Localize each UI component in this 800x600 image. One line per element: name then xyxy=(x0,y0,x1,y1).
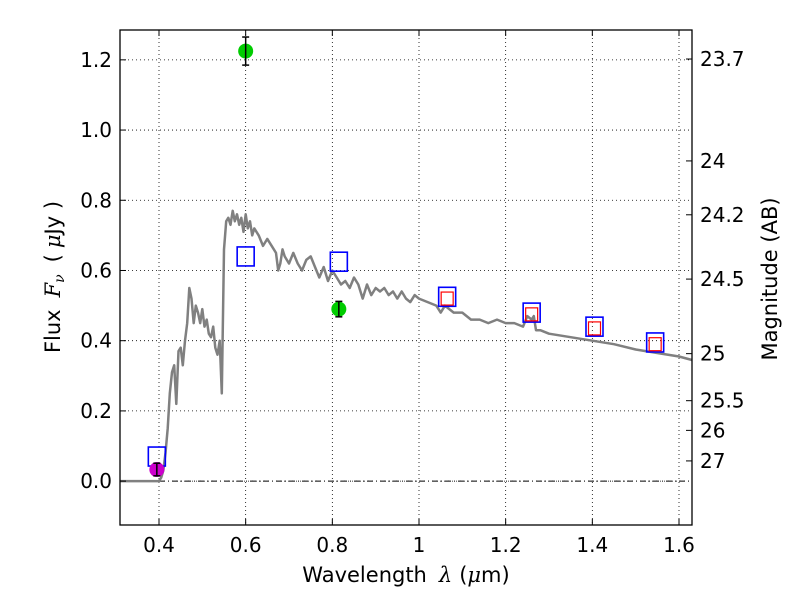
model-photometry-square xyxy=(236,246,255,267)
x-axis-ticks: 0.4 0.6 0.8 1 1.2 1.4 1.6 xyxy=(143,30,695,557)
template-sed-line xyxy=(120,209,693,483)
x-tick-label: 1 xyxy=(413,533,426,557)
y-tick-label: 0.4 xyxy=(80,329,112,353)
y-tick-label: 0.0 xyxy=(80,469,112,493)
y-tick-label: 1.0 xyxy=(80,118,112,142)
model-photometry-square xyxy=(437,286,457,308)
observed-flux-square xyxy=(587,321,602,336)
model-photometry-square xyxy=(585,316,604,337)
observed-flux-square xyxy=(440,291,454,306)
y-tick-label: 0.6 xyxy=(80,258,112,282)
magnitude-tick-label: 24.5 xyxy=(700,267,745,291)
plot-frame xyxy=(119,29,693,526)
magnitude-tick-label: 26 xyxy=(700,418,725,442)
model-photometry-series xyxy=(147,246,665,467)
magnitude-tick-label: 24 xyxy=(700,149,725,173)
x-tick-label: 1.4 xyxy=(576,533,608,557)
x-tick-label: 1.2 xyxy=(490,533,522,557)
y-axis-ticks: 0.0 0.2 0.4 0.6 0.8 1.0 1.2 xyxy=(80,48,126,493)
x-tick-label: 1.6 xyxy=(663,533,695,557)
model-photometry-square xyxy=(329,251,349,273)
detection-series xyxy=(149,36,347,478)
magnitude-axis-ticks: 23.7 24 24.2 24.5 25 25.5 26 27 xyxy=(686,47,745,473)
y-tick-label: 1.2 xyxy=(80,48,112,72)
magnitude-tick-label: 25.5 xyxy=(700,389,745,413)
x-tick-label: 0.4 xyxy=(143,533,175,557)
x-tick-label: 0.8 xyxy=(316,533,348,557)
observed-flux-square xyxy=(648,337,662,352)
x-tick-label: 0.6 xyxy=(230,533,262,557)
magnitude-tick-label: 23.7 xyxy=(700,47,745,71)
observed-flux-square xyxy=(525,307,539,322)
model-photometry-square xyxy=(645,332,665,353)
y-tick-label: 0.8 xyxy=(80,188,112,212)
magnitude-tick-label: 25 xyxy=(700,342,725,366)
y-axis-title: FluxFν(μJy ) xyxy=(41,201,68,353)
magnitude-tick-label: 24.2 xyxy=(700,203,745,227)
magnitude-tick-label: 27 xyxy=(700,449,725,473)
model-photometry-square xyxy=(522,302,541,323)
y-tick-label: 0.2 xyxy=(80,399,112,423)
x-axis-title: Wavelength λ (μm) xyxy=(302,563,509,587)
grid-lines xyxy=(120,30,692,525)
magnitude-axis-title: Magnitude (AB) xyxy=(758,197,782,360)
observed-flux-series xyxy=(440,291,662,352)
